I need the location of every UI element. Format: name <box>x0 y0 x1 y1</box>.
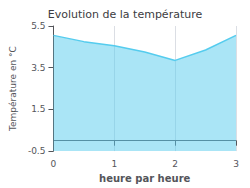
svg-text:-0.5: -0.5 <box>28 146 46 156</box>
svg-text:Evolution de la température: Evolution de la température <box>48 8 203 21</box>
svg-text:3.5: 3.5 <box>31 63 45 73</box>
svg-text:2: 2 <box>172 159 178 169</box>
svg-text:Température en °C: Température en °C <box>8 46 18 132</box>
svg-text:heure par heure: heure par heure <box>99 173 190 184</box>
svg-text:1.5: 1.5 <box>31 104 45 114</box>
svg-text:5.5: 5.5 <box>31 21 45 31</box>
svg-text:3: 3 <box>233 159 239 169</box>
svg-text:1: 1 <box>111 159 117 169</box>
svg-text:0: 0 <box>51 159 57 169</box>
